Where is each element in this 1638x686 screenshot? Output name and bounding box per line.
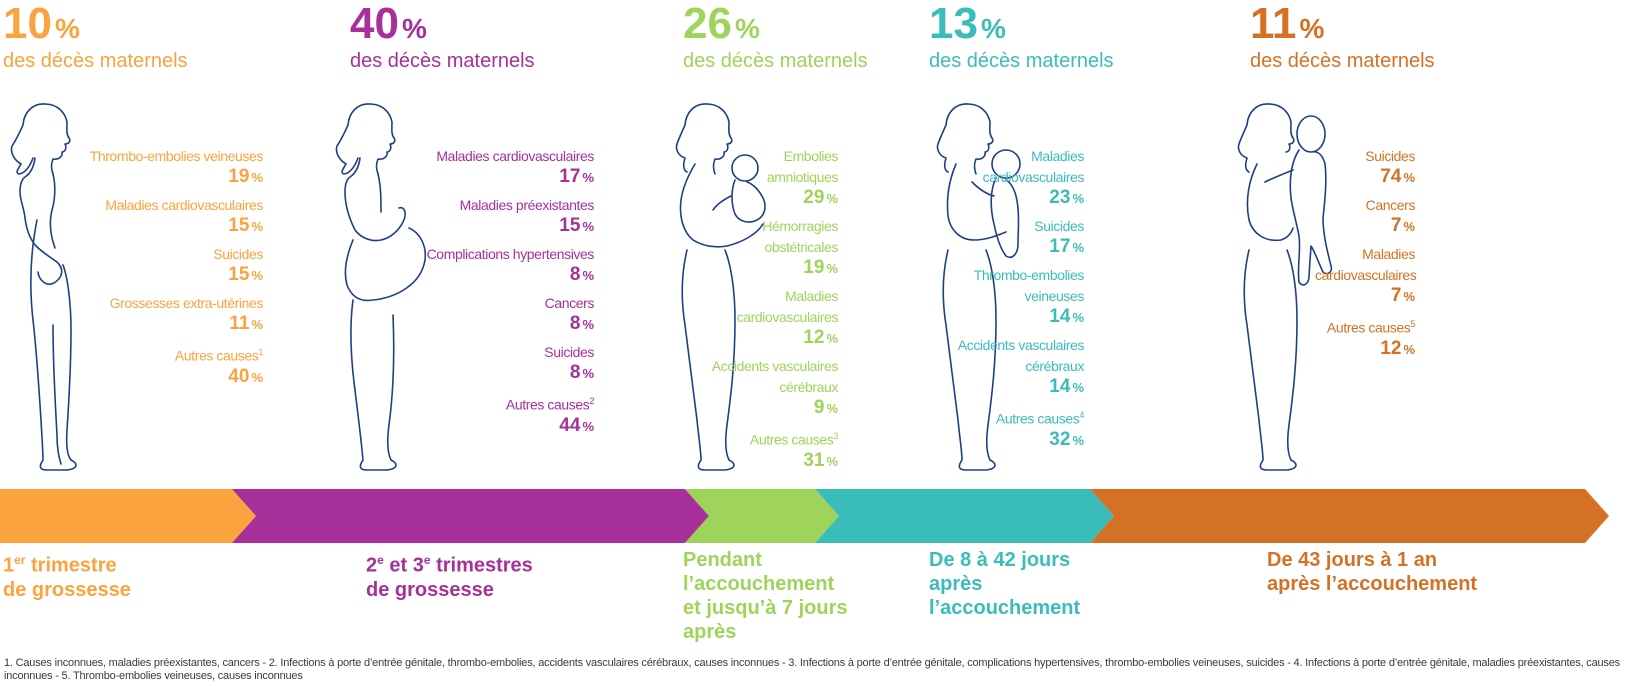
phase-2-percent: 40% [350, 0, 427, 48]
cause-item: Complications hypertensives 8% [426, 246, 595, 285]
cause-item: Maladies cardiovasculaires 7% [1315, 246, 1417, 306]
cause-item: Suicides 17% [1034, 218, 1084, 257]
cause-item: Hémorragies obstétricales 19% [762, 218, 838, 278]
woman-holding-newborn-icon [675, 103, 766, 471]
period-label-1: 1er trimestre de grossesse [3, 553, 131, 601]
period-label-2: 2e et 3e trimestres de grossesse [366, 553, 533, 601]
cause-item: Autres causes2 44% [505, 396, 594, 436]
cause-item: Maladies cardiovasculaires 15% [105, 197, 263, 236]
cause-item: Maladies cardiovasculaires 17% [436, 148, 594, 187]
phase-5-percent: 11% [1250, 0, 1325, 48]
woman-holding-baby-icon [936, 103, 1021, 471]
phase-3-causes: Embolies amniotiques 29% Hémorragies obst… [578, 146, 839, 479]
phase-4-causes: Maladies cardiovasculaires 23% Suicides 17… [824, 146, 1085, 458]
timeline-segment-5 [1090, 489, 1609, 543]
phase-1-subtitle: des décès maternels [3, 50, 188, 72]
footnote: 1. Causes inconnues, maladies préexistan… [4, 657, 1620, 682]
timeline-segment-2 [232, 489, 709, 543]
phase-4-percent: 13% [929, 0, 1006, 48]
phase-3-percent: 26% [683, 0, 760, 48]
phase-2-subtitle: des décès maternels [350, 50, 535, 72]
cause-item: Autres causes3 31% [749, 431, 838, 471]
cause-item: Accidents vasculaires cérébraux 9% [711, 358, 839, 418]
cause-item: Suicides 8% [544, 344, 594, 383]
phase-4-subtitle: des décès maternels [929, 50, 1114, 72]
cause-item: Cancers 7% [1365, 197, 1416, 236]
cause-item: Maladies préexistantes 15% [459, 197, 595, 236]
cause-item: Embolies amniotiques 29% [766, 148, 838, 208]
phase-3-subtitle: des décès maternels [683, 50, 868, 72]
cause-item: Maladies cardiovasculaires 12% [736, 288, 839, 348]
cause-item: Thrombo-embolies veineuses 14% [973, 267, 1085, 327]
phase-5-subtitle: des décès maternels [1250, 50, 1435, 72]
woman-holding-toddler-icon [1237, 103, 1333, 471]
cause-item: Accidents vasculaires cérébraux 14% [957, 337, 1085, 397]
phase-2-causes: Maladies cardiovasculaires 17% Maladies p… [334, 146, 595, 444]
timeline-segment-4 [815, 489, 1114, 543]
cause-item: Maladies cardiovasculaires 23% [982, 148, 1085, 208]
phase-1-causes: Thrombo-embolies veineuses 19% Maladies c… [3, 146, 264, 395]
cause-item: Suicides 15% [213, 246, 263, 285]
phase-1-percent: 10% [3, 0, 80, 48]
period-label-4: De 8 à 42 jours après l’accouchement [929, 549, 1081, 619]
timeline-segment-3 [685, 489, 839, 543]
pregnant-woman-icon [335, 103, 427, 471]
cause-item: Autres causes1 40% [174, 347, 263, 387]
cause-item: Grossesses extra-utérines 11% [109, 295, 264, 334]
period-label-3: Pendant l’accouchement et jusqu’à 7 jour… [683, 549, 848, 643]
cause-item: Autres causes4 32% [995, 410, 1084, 450]
woman-standing-icon [10, 103, 77, 471]
timeline-segment-1 [0, 489, 256, 543]
cause-item: Thrombo-embolies veineuses 19% [89, 148, 264, 187]
cause-item: Suicides 74% [1365, 148, 1415, 187]
cause-item: Cancers 8% [544, 295, 595, 334]
phase-5-causes: Suicides 74% Cancers 7% Maladies cardiovas… [1155, 146, 1417, 367]
timeline-arrow [0, 489, 1609, 543]
cause-item: Autres causes5 12% [1326, 319, 1415, 359]
period-label-5: De 43 jours à 1 an après l’accouchement [1267, 549, 1478, 595]
